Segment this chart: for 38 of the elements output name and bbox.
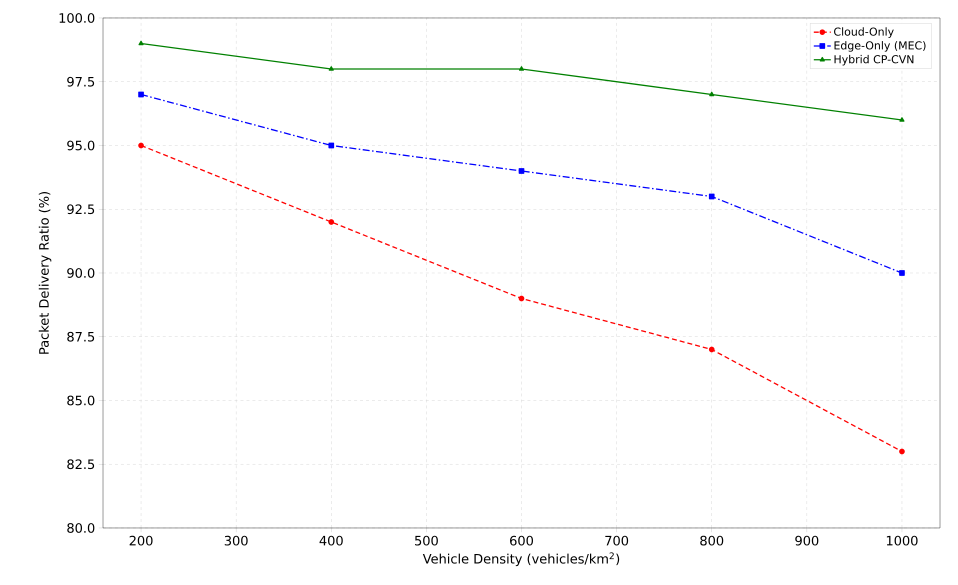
y-tick-label: 92.5 [67, 204, 94, 214]
y-tick-label: 80.0 [67, 523, 94, 533]
x-tick-label: 800 [700, 536, 724, 546]
x-tick-label: 200 [130, 536, 153, 546]
y-tick-label: 90.0 [67, 268, 94, 278]
point [518, 168, 524, 174]
x-tick-label: 500 [415, 536, 438, 546]
y-tick-label: 82.5 [67, 459, 94, 470]
x-tick-label: 400 [320, 536, 343, 546]
point [899, 117, 905, 122]
y-tick-label: 95.0 [67, 140, 94, 150]
y-axis-title: Packet Delivery Ratio (%) [38, 192, 52, 354]
x-tick-label: 600 [510, 536, 533, 546]
point [328, 142, 334, 148]
point [708, 194, 715, 200]
legend-label: Hybrid CP-CVN [834, 54, 914, 66]
point [518, 296, 524, 302]
y-tick-label: 85.0 [67, 396, 94, 406]
x-tick-label: 900 [795, 536, 818, 546]
point [138, 40, 144, 46]
y-tick-label: 87.5 [67, 332, 94, 342]
point [708, 346, 715, 352]
point [328, 66, 334, 71]
point [899, 270, 905, 276]
point [328, 219, 334, 225]
point [138, 92, 144, 98]
y-tick-label: 100.0 [60, 13, 94, 23]
point [709, 92, 714, 96]
x-axis-title: Vehicle Density (vehicles/km$^{2}$) [422, 552, 620, 566]
legend-label: Edge-Only (MEC) [834, 41, 926, 52]
point [518, 66, 524, 71]
point [138, 142, 144, 148]
x-tick-label: 700 [605, 536, 628, 546]
x-tick-label: 300 [224, 536, 248, 546]
point [899, 448, 905, 454]
y-tick-label: 97.5 [67, 76, 94, 87]
legend-label: Cloud-Only [834, 27, 894, 38]
x-tick-label: 1000 [886, 536, 918, 546]
